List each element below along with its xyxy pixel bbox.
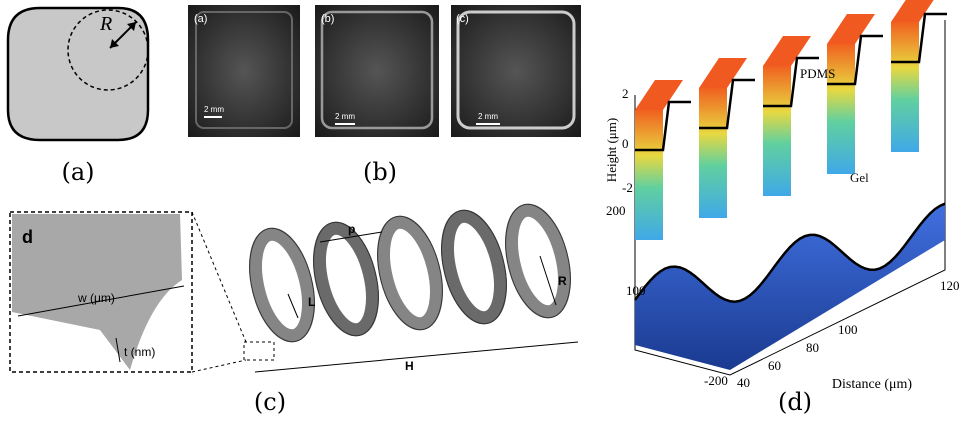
helix: [239, 197, 581, 348]
rounded-square: [8, 8, 148, 140]
panel-c: d w (μm) t (nm) p L R H (c): [10, 197, 581, 416]
surface-label: PDMS: [800, 66, 835, 81]
radius-arrow: [540, 256, 556, 305]
panel-d: PDMS Gel Height (μm) 2 0 -2 200 100 -200…: [604, 0, 960, 416]
caption: (b): [363, 158, 397, 186]
caption: (c): [254, 388, 286, 416]
scale-label: 2 mm: [204, 105, 224, 114]
photo: (c) 2 mm: [451, 5, 581, 137]
helix-loop: [246, 229, 318, 342]
x-tick-label: 80: [806, 340, 819, 355]
z-tick-label: 2: [622, 86, 629, 101]
pdms-top: [763, 36, 811, 66]
width-label: w (μm): [77, 291, 115, 305]
photo: (a) 2 mm: [188, 5, 300, 137]
helix-loop: [310, 223, 382, 336]
radius-label: R: [99, 13, 112, 35]
photo-label: (c): [456, 13, 469, 25]
surface-plot: [635, 0, 947, 375]
x-tick-label: 60: [768, 358, 781, 373]
helix-loop: [374, 217, 446, 330]
scale-label: 2 mm: [478, 112, 498, 121]
pdms-top: [827, 14, 875, 44]
y-tick-label: -200: [704, 373, 728, 388]
x-tick-label: 40: [737, 375, 750, 390]
z-tick-label: 0: [622, 136, 629, 151]
pdms-side: [891, 22, 919, 152]
pdms-top: [635, 80, 683, 110]
zoom-line: [192, 360, 246, 372]
panel-a: R (a): [8, 8, 148, 186]
scale-label: 2 mm: [335, 112, 355, 121]
zoom-box: [244, 342, 274, 360]
x-axis-label: Distance (μm): [832, 377, 913, 392]
gel-surface: [635, 204, 945, 370]
pdms-top: [699, 58, 747, 88]
pdms-side: [699, 88, 727, 218]
helix-loop: [502, 205, 574, 318]
caption: (d): [778, 388, 812, 416]
y-tick-label: 200: [606, 203, 626, 218]
x-tick-label: 100: [838, 322, 858, 337]
z-tick-label: -2: [622, 180, 633, 195]
z-axis-label: Height (μm): [604, 118, 619, 182]
pdms-side: [827, 44, 855, 174]
height-arrow: [255, 342, 578, 372]
page: R (a) (a) 2 mm (b) 2 mm (c) 2 mm (b): [0, 0, 973, 425]
photo-label: (a): [194, 13, 207, 25]
helix-loop: [438, 211, 510, 324]
surface-label: Gel: [850, 170, 869, 185]
pdms-side: [635, 110, 663, 240]
inset-letter: d: [22, 227, 33, 247]
y-tick-label: 100: [626, 283, 646, 298]
caption: (a): [61, 158, 94, 186]
x-tick-label: 120: [940, 278, 960, 293]
figure: R (a) (a) 2 mm (b) 2 mm (c) 2 mm (b): [0, 0, 973, 425]
length-arrow: [288, 294, 298, 318]
radius-label: R: [558, 274, 567, 288]
thickness-label: t (nm): [124, 345, 155, 359]
photo-label: (b): [321, 13, 334, 25]
panel-b: (a) 2 mm (b) 2 mm (c) 2 mm (b): [188, 5, 581, 186]
photo: (b) 2 mm: [315, 5, 439, 137]
height-label: H: [405, 359, 414, 373]
length-label: L: [308, 295, 315, 309]
zoom-line: [192, 212, 246, 342]
pdms-top: [891, 0, 939, 22]
pitch-label: p: [348, 222, 355, 236]
pdms-side: [763, 66, 791, 196]
